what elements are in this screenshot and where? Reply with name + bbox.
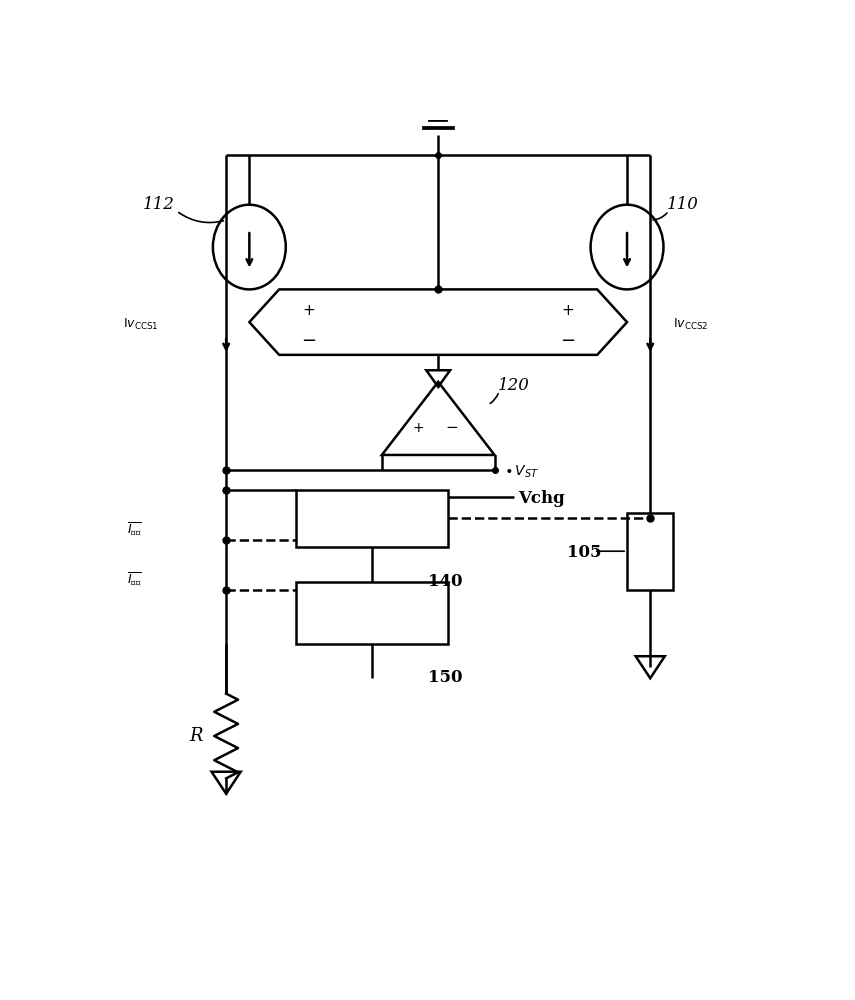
Text: 140: 140: [428, 573, 463, 590]
Text: 112: 112: [144, 196, 175, 213]
Text: $\mathrm{I}v_{\mathrm{CCS1}}$: $\mathrm{I}v_{\mathrm{CCS1}}$: [123, 317, 159, 332]
Text: −: −: [445, 420, 457, 436]
Text: 150: 150: [428, 669, 463, 686]
Text: +: +: [303, 303, 315, 318]
Text: −: −: [302, 332, 316, 350]
Text: R: R: [190, 727, 203, 745]
Text: −: −: [560, 332, 575, 350]
Text: 120: 120: [498, 376, 530, 393]
Text: $\mathrm{I}v_{\mathrm{CCS2}}$: $\mathrm{I}v_{\mathrm{CCS2}}$: [674, 317, 709, 332]
Text: 110: 110: [667, 196, 699, 213]
Text: $\overline{I_{\rm{调整}}}$: $\overline{I_{\rm{调整}}}$: [127, 570, 142, 588]
Text: Vchg: Vchg: [518, 490, 564, 507]
Text: $\bullet\,V_{ST}$: $\bullet\,V_{ST}$: [504, 464, 540, 480]
Text: +: +: [412, 421, 424, 435]
Text: 105: 105: [568, 544, 602, 561]
Text: $\overline{I_{\rm{保持}}}$: $\overline{I_{\rm{保持}}}$: [127, 520, 142, 538]
Text: +: +: [561, 303, 574, 318]
